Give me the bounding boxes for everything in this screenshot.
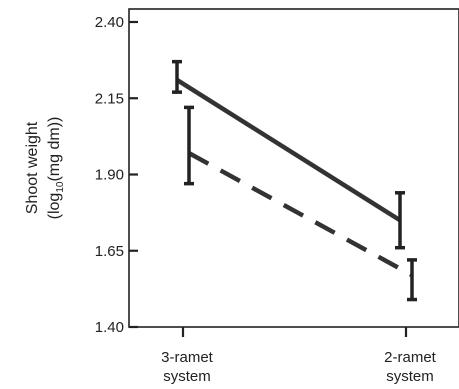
y-tick-label-0: 1.40 (95, 319, 124, 336)
y-axis: 1.40 1.65 1.90 2.15 2.40 (95, 14, 138, 336)
x-tick-label-0-line1: 3-ramet (161, 349, 214, 366)
series-group (172, 59, 417, 302)
series-line-solid (175, 78, 402, 223)
y-axis-title-line2: (log10(mg dm)) (46, 117, 66, 220)
y-tick-label-4: 2.40 (95, 14, 124, 31)
x-tick-label-0-line2: system (163, 368, 211, 385)
y-tick-label-3: 2.15 (95, 90, 124, 107)
y-axis-title: Shoot weight (log10(mg dm)) (24, 117, 66, 220)
plot-frame (128, 8, 459, 328)
x-tick-label-1-line1: 2-ramet (384, 349, 437, 366)
y-tick-label-1: 1.65 (95, 243, 124, 260)
series-line-dashed (187, 151, 414, 278)
x-tick-label-1-line2: system (386, 368, 434, 385)
y-tick-label-2: 1.90 (95, 167, 124, 184)
x-axis: 3-ramet system 2-ramet system (161, 327, 437, 385)
y-axis-title-line1: Shoot weight (24, 121, 41, 214)
